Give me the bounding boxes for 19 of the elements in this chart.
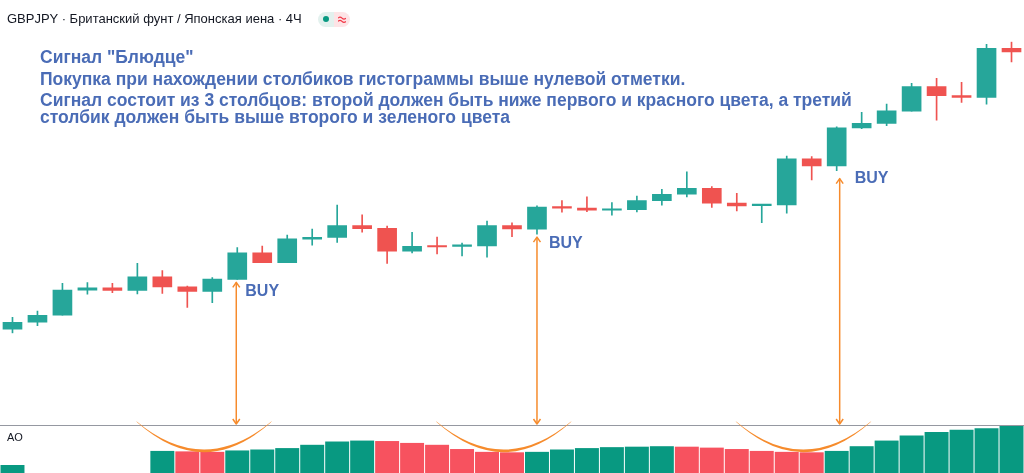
- annotation: BUY: [548, 234, 583, 253]
- candlestick: [177, 285, 198, 308]
- candlestick: [427, 236, 447, 255]
- candlestick: [452, 242, 472, 257]
- candlestick: [402, 232, 422, 254]
- candlestick: [552, 200, 572, 213]
- annotation: Покупка при нахождении столбиков гистограммы выше нулевой отметки.: [40, 68, 687, 90]
- candlestick: [577, 196, 597, 213]
- bar: [150, 450, 175, 473]
- chart-title: GBPJPY · Британский фунт / Японская иена · 4Ч: [7, 11, 302, 27]
- bar: [0, 465, 25, 473]
- candlestick: [602, 202, 622, 216]
- candlestick: [502, 222, 522, 238]
- annotation: BUY: [854, 168, 889, 187]
- annotation: Сигнал состоит из 3 столбцов: второй должен быть ниже первого и красного цвета, а третий столбик должен быть выше второго и зеленого цвета: [40, 90, 853, 127]
- text: AO: [7, 431, 23, 443]
- annotation: BUY: [245, 282, 280, 301]
- candlestick: [751, 203, 772, 224]
- annotation: Сигнал "Блюдце": [40, 46, 195, 68]
